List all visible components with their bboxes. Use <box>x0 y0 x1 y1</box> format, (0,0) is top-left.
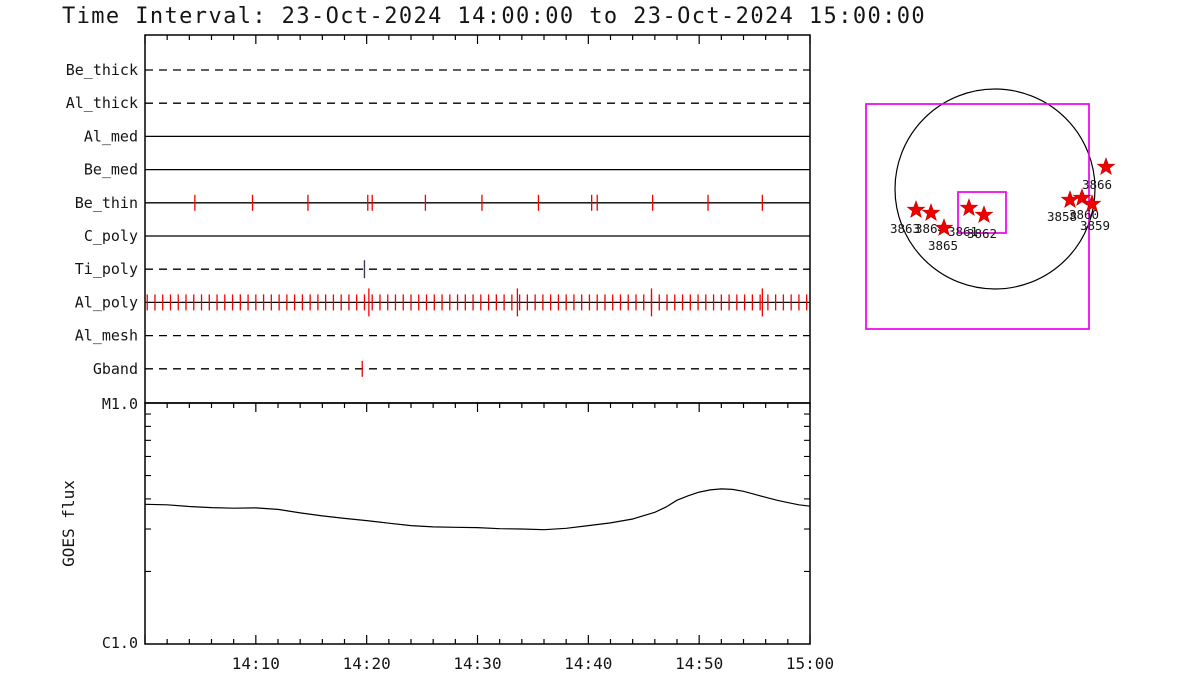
filter-row-label: Be_thick <box>66 61 138 79</box>
x-tick-label: 14:20 <box>343 654 391 673</box>
filter-row-label: Al_poly <box>75 293 138 311</box>
active-region-star <box>974 205 994 224</box>
goes-frame <box>144 402 811 645</box>
active-region-star <box>959 198 979 217</box>
filter-row-label: Be_med <box>84 161 138 179</box>
x-tick-label: 14:40 <box>564 654 612 673</box>
active-region-label: 3862 <box>967 226 997 241</box>
filter-row-label: Al_med <box>84 127 138 145</box>
active-region-star <box>906 200 926 219</box>
active-region-label: 3860 <box>1069 207 1099 222</box>
active-region-label: 3865 <box>928 238 958 253</box>
page-title: Time Interval: 23-Oct-2024 14:00:00 to 2… <box>62 4 927 29</box>
filter-row-label: Ti_poly <box>75 260 138 278</box>
x-tick-label: 14:30 <box>453 654 501 673</box>
goes-flux-axis-title: GOES flux <box>59 480 78 567</box>
active-region-star <box>1096 157 1116 176</box>
active-region-star <box>1072 188 1092 207</box>
y-axis-bottom-label: C1.0 <box>102 634 138 652</box>
active-region-star <box>1060 190 1080 209</box>
active-region-label: 3861 <box>948 224 978 239</box>
fov-box <box>865 103 1090 330</box>
active-region-star <box>934 218 954 237</box>
active-region-label: 3863 <box>890 221 920 236</box>
active-region-star <box>1082 194 1102 213</box>
active-region-star <box>921 203 941 222</box>
filter-row-label: Al_thick <box>66 94 138 112</box>
active-region-label: 3864 <box>915 221 945 236</box>
active-region-label: 3859 <box>1080 218 1110 233</box>
x-tick-label: 15:00 <box>786 654 834 673</box>
timeline-frame <box>144 34 811 404</box>
x-tick-label: 14:50 <box>675 654 723 673</box>
filter-timeline-chart: Be_thick Al_thick Al_med Be_med Be_thin C_pol… <box>66 34 811 404</box>
active-region-label: 3866 <box>1082 177 1112 192</box>
filter-row-label: C_poly <box>84 227 138 245</box>
goes-flux-chart: M1.0 C1.0 14:10 14:20 14:30 14:40 14:50 15:00 GO… <box>59 395 834 673</box>
x-tick-label: 14:10 <box>232 654 280 673</box>
filter-row-label: Be_thin <box>75 194 138 212</box>
y-axis-top-label: M1.0 <box>102 395 138 413</box>
fov-box <box>957 191 1007 234</box>
filter-row-label: Al_mesh <box>75 327 138 345</box>
goes-flux-curve <box>144 488 811 531</box>
active-region-label: 3858 <box>1047 209 1077 224</box>
solar-limb-circle <box>894 88 1096 290</box>
filter-row-label: Gband <box>93 360 138 378</box>
